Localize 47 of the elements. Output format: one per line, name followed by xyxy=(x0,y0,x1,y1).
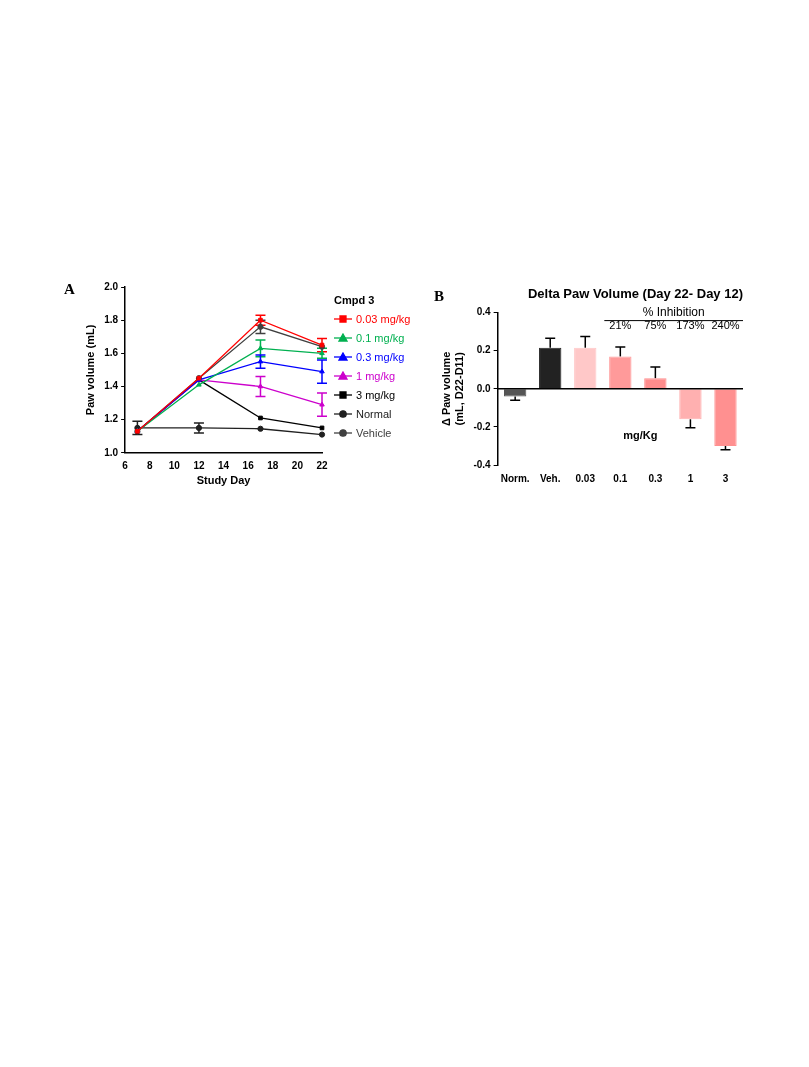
x-tick-label: 18 xyxy=(267,459,279,471)
annotation: mg/Kg xyxy=(623,429,658,442)
legend-label: Vehicle xyxy=(356,426,392,439)
y-tick-label: 1.8 xyxy=(104,313,119,325)
legend-label: 0.3 mg/kg xyxy=(356,350,405,363)
x-tick-label: 12 xyxy=(193,459,205,471)
annotation: 173% xyxy=(676,318,705,331)
annotation: % Inhibition xyxy=(642,304,705,319)
y-tick-label: 2.0 xyxy=(104,280,119,292)
text: B xyxy=(434,287,445,304)
y-axis-title: Δ Paw volume (mL, D22-D11) xyxy=(439,351,465,427)
x-tick-label: Veh. xyxy=(539,472,561,484)
x-tick-label: 14 xyxy=(217,459,230,471)
y-tick-label: 0.4 xyxy=(476,306,492,318)
x-tick-label: 0.3 xyxy=(648,472,663,484)
y-tick-label: 1.0 xyxy=(104,446,119,458)
y-tick-label: -0.2 xyxy=(473,420,492,432)
legend-label: 0.03 mg/kg xyxy=(356,312,411,325)
text: A xyxy=(64,280,75,297)
x-tick-label: 10 xyxy=(168,459,181,471)
y-tick-label: 0.0 xyxy=(476,382,492,394)
x-tick-label: 0.03 xyxy=(575,472,596,484)
annotation: 21% xyxy=(609,318,632,331)
x-tick-label: 0.1 xyxy=(613,472,628,484)
x-tick-label: 6 xyxy=(122,459,129,471)
legend-label: 3 mg/kg xyxy=(356,388,396,401)
legend-label: 1 mg/kg xyxy=(356,369,396,382)
y-tick-label: 1.2 xyxy=(104,413,119,425)
x-tick-label: 3 xyxy=(722,472,729,484)
x-tick-label: 8 xyxy=(146,459,153,471)
legend-label: Normal xyxy=(356,407,392,420)
legend-title: Cmpd 3 xyxy=(334,292,376,308)
x-tick-label: Norm. xyxy=(500,472,530,484)
legend-label: 0.1 mg/kg xyxy=(356,331,405,344)
y-tick-label: 1.6 xyxy=(104,347,119,359)
y-tick-label: 1.4 xyxy=(104,380,119,392)
x-axis-title: Study Day xyxy=(196,474,252,487)
x-tick-label: 22 xyxy=(316,459,328,471)
x-tick-label: 16 xyxy=(242,459,255,471)
y-tick-label: 0.2 xyxy=(476,344,492,356)
annotation: 75% xyxy=(644,318,667,331)
x-tick-label: 20 xyxy=(291,459,304,471)
annotation: 240% xyxy=(711,318,740,331)
chart-title: Delta Paw Volume (Day 22- Day 12) xyxy=(527,286,743,302)
x-tick-label: 1 xyxy=(687,472,694,484)
y-axis-title: Paw volume (mL) xyxy=(83,324,96,416)
y-tick-label: -0.4 xyxy=(473,458,492,470)
